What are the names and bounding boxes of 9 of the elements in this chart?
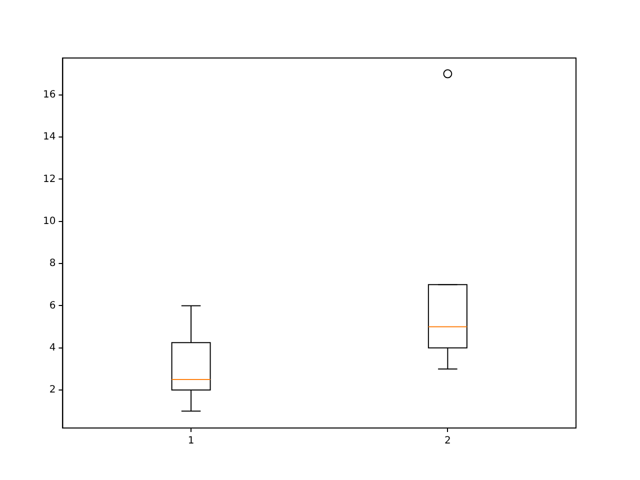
y-tick-label: 16 xyxy=(42,89,56,100)
y-tick-label: 4 xyxy=(49,342,56,354)
y-tick-label: 10 xyxy=(42,216,56,227)
y-tick-label: 14 xyxy=(42,132,56,143)
y-tick-label: 12 xyxy=(42,174,56,185)
x-tick-label: 1 xyxy=(188,436,194,447)
y-tick-label: 2 xyxy=(49,384,56,396)
y-tick-label: 6 xyxy=(49,300,56,312)
y-tick-label: 8 xyxy=(49,258,56,270)
